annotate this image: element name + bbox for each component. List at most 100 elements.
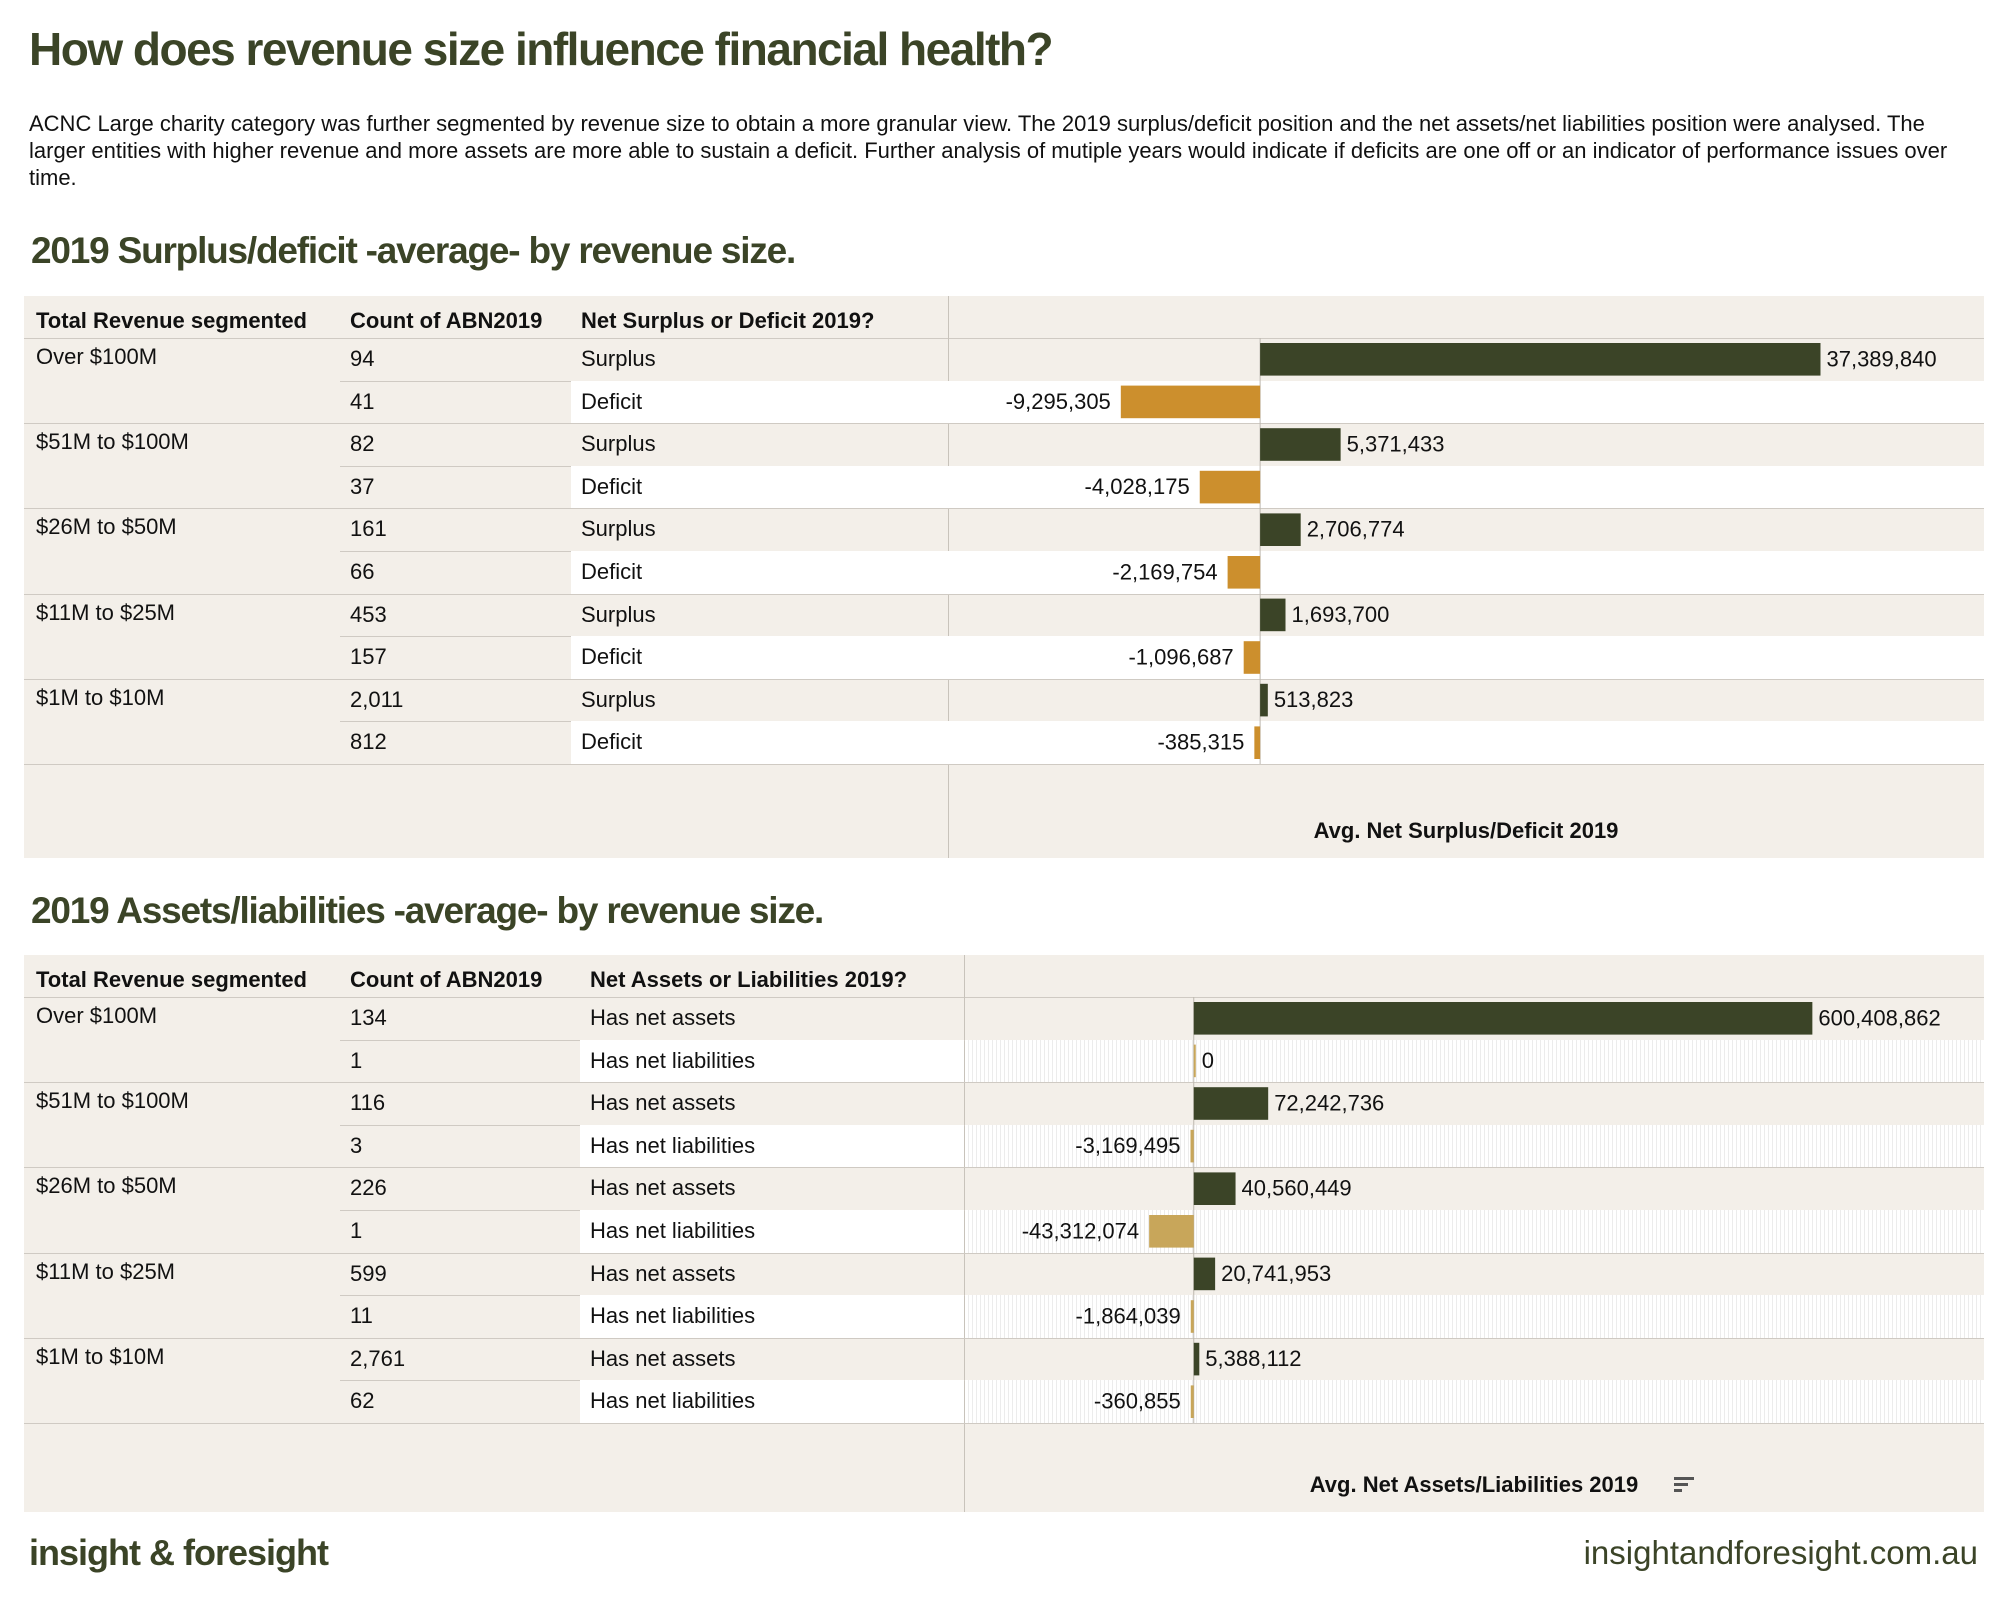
status-label: Deficit xyxy=(581,388,643,414)
row-divider xyxy=(24,1252,1984,1254)
bar[interactable] xyxy=(1243,641,1261,674)
count-value: 41 xyxy=(350,388,375,414)
bar[interactable] xyxy=(1193,1044,1196,1078)
status-label: Has net assets xyxy=(590,1175,736,1201)
bar[interactable] xyxy=(1260,513,1301,546)
column-header: Net Assets or Liabilities 2019? xyxy=(590,967,908,992)
row-divider xyxy=(24,508,1984,510)
assets-chart-title: 2019 Assets/liabilities -average- by rev… xyxy=(31,890,824,931)
bar[interactable] xyxy=(1190,1129,1194,1163)
segment-label: $11M to $25M xyxy=(36,599,176,625)
data-label: -4,028,175 xyxy=(1085,474,1190,499)
plot-area: 600,408,862 0 72,242,736 -3,169,495 40,560,4… xyxy=(964,955,1984,1512)
plot-row-bg xyxy=(949,721,1984,764)
status-label: Has net liabilities xyxy=(590,1132,756,1158)
status-label: Surplus xyxy=(581,516,656,542)
status-label: Surplus xyxy=(581,346,656,371)
segment-label: $11M to $25M xyxy=(36,1258,176,1284)
bar[interactable] xyxy=(1149,1215,1194,1248)
column-header: Count of ABN2019 xyxy=(350,308,543,333)
data-label: -3,169,495 xyxy=(1075,1133,1180,1158)
segment-label: $51M to $100M xyxy=(36,1088,189,1114)
data-label: -360,855 xyxy=(1094,1389,1181,1414)
row-divider xyxy=(24,678,1984,680)
row-divider xyxy=(24,423,1984,425)
bar[interactable] xyxy=(1260,598,1286,632)
segment-label: $1M to $10M xyxy=(36,684,165,710)
count-value: 453 xyxy=(350,601,387,627)
count-value: 11 xyxy=(350,1303,373,1329)
segment-label: Over $100M xyxy=(36,1003,158,1028)
plot-row-bg xyxy=(949,551,1984,594)
status-label: Has net liabilities xyxy=(590,1047,756,1073)
status-cell-bg xyxy=(571,551,949,594)
segment-label: $26M to $50M xyxy=(36,514,177,540)
data-label: 2,706,774 xyxy=(1307,517,1405,542)
status-label: Deficit xyxy=(581,644,643,670)
status-label: Surplus xyxy=(581,601,656,627)
plot-row-bg xyxy=(949,636,1984,679)
status-label: Has net assets xyxy=(590,1260,736,1286)
bar[interactable] xyxy=(1260,683,1268,717)
surplus-deficit-chart: Total Revenue segmented Count of ABN2019 N… xyxy=(24,296,1984,858)
count-value: 1 xyxy=(350,1047,363,1073)
plot-separator xyxy=(964,955,965,1512)
status-cell-bg xyxy=(580,1295,964,1338)
bar[interactable] xyxy=(1190,1385,1194,1418)
column-header: Total Revenue segmented xyxy=(36,308,307,333)
status-label: Has net assets xyxy=(590,1345,736,1371)
plot-row-bg xyxy=(965,1039,1984,1083)
data-label: -2,169,754 xyxy=(1112,559,1217,584)
count-value: 2,011 xyxy=(350,686,404,712)
column-header: Count of ABN2019 xyxy=(350,967,543,992)
data-label: -1,864,039 xyxy=(1076,1304,1181,1329)
status-label: Surplus xyxy=(581,431,656,457)
bar[interactable] xyxy=(1193,1087,1269,1120)
data-label: 5,388,112 xyxy=(1205,1346,1301,1371)
count-value: 3 xyxy=(350,1132,363,1158)
count-value: 134 xyxy=(350,1005,387,1030)
bar[interactable] xyxy=(1193,1257,1216,1291)
column-header: Total Revenue segmented xyxy=(36,967,307,992)
status-cell-bg xyxy=(580,1124,964,1168)
bar[interactable] xyxy=(1199,470,1261,504)
segment-label: $51M to $100M xyxy=(36,429,189,455)
bar[interactable] xyxy=(1227,556,1261,589)
status-cell-bg xyxy=(571,721,949,764)
bar[interactable] xyxy=(1193,1172,1236,1205)
bar[interactable] xyxy=(1120,385,1261,419)
bar-svg: 37,389,840 -9,295,305 5,371,433 -4,028,175 2… xyxy=(1006,338,1937,764)
row-divider xyxy=(24,764,1984,765)
bar[interactable] xyxy=(1190,1300,1194,1333)
data-label: 0 xyxy=(1202,1048,1214,1073)
plot-area: 37,389,840 -9,295,305 5,371,433 -4,028,175 2… xyxy=(948,296,1984,858)
bar[interactable] xyxy=(1193,1002,1813,1035)
data-label: 513,823 xyxy=(1274,687,1354,712)
sort-icon[interactable] xyxy=(1674,1476,1696,1499)
x-axis-title: Avg. Net Surplus/Deficit 2019 xyxy=(1313,818,1619,843)
footer-brand: insight & foresight xyxy=(29,1532,329,1573)
bar[interactable] xyxy=(1254,726,1261,759)
count-value: 37 xyxy=(350,473,375,499)
footer-url[interactable]: insightandforesight.com.au xyxy=(1583,1534,1978,1571)
data-label: 1,693,700 xyxy=(1292,602,1390,627)
count-value: 812 xyxy=(350,729,387,755)
bar[interactable] xyxy=(1260,428,1341,461)
segment-label: $1M to $10M xyxy=(36,1343,165,1369)
data-label: -1,096,687 xyxy=(1128,645,1233,670)
bar[interactable] xyxy=(1260,343,1821,376)
count-value: 599 xyxy=(350,1260,387,1286)
plot-row-bg xyxy=(965,1124,1984,1168)
page-title: How does revenue size influence financia… xyxy=(29,23,1054,75)
count-value: 157 xyxy=(350,644,387,670)
bar-svg: 600,408,862 0 72,242,736 -3,169,495 40,560,4… xyxy=(1022,997,1941,1423)
status-label: Has net assets xyxy=(590,1090,736,1116)
count-value: 66 xyxy=(350,559,375,584)
count-value: 82 xyxy=(350,431,375,457)
bar[interactable] xyxy=(1193,1342,1200,1376)
status-label: Deficit xyxy=(581,729,643,755)
data-label: 600,408,862 xyxy=(1818,1005,1940,1030)
status-label: Surplus xyxy=(581,686,656,712)
count-value: 1 xyxy=(350,1218,363,1243)
data-label: 40,560,449 xyxy=(1242,1176,1352,1201)
